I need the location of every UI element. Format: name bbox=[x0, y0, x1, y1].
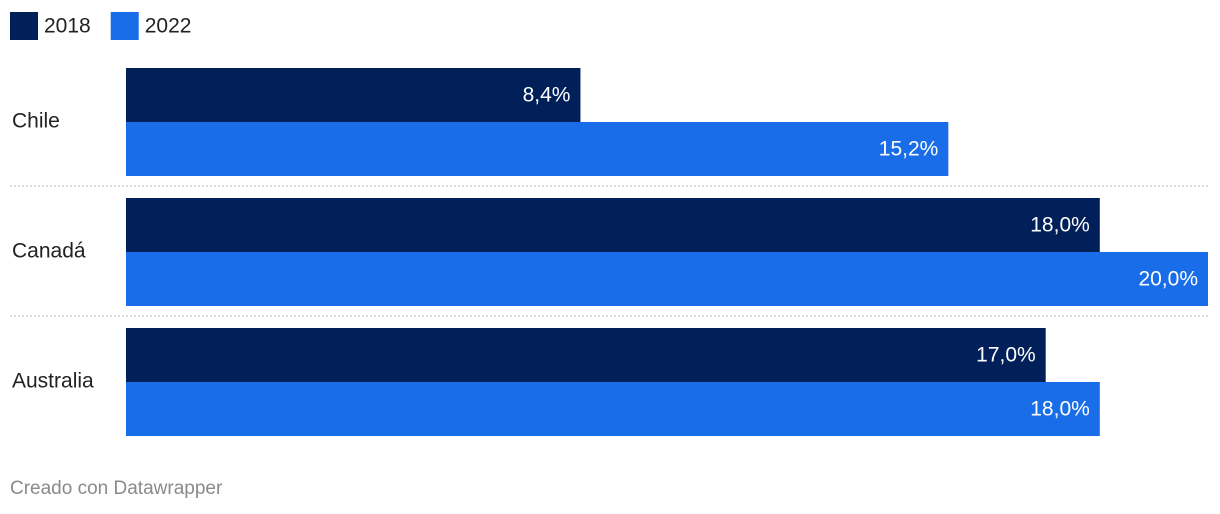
value-label: 8,4% bbox=[523, 84, 571, 107]
credit: Creado con Datawrapper bbox=[10, 478, 223, 499]
value-label: 18,0% bbox=[1030, 398, 1090, 421]
legend-label: 2018 bbox=[44, 15, 91, 38]
legend-swatch bbox=[10, 12, 38, 40]
value-label: 18,0% bbox=[1030, 214, 1090, 237]
bar bbox=[126, 328, 1046, 382]
bar bbox=[126, 198, 1100, 252]
bar bbox=[126, 122, 949, 176]
legend-swatch bbox=[110, 12, 139, 40]
bar bbox=[126, 68, 581, 122]
category-label: Canadá bbox=[12, 240, 86, 263]
bar bbox=[126, 382, 1100, 436]
legend-label: 2022 bbox=[145, 15, 192, 38]
category-label: Chile bbox=[12, 110, 60, 133]
bar bbox=[126, 252, 1208, 306]
value-label: 20,0% bbox=[1138, 268, 1198, 291]
category-label: Australia bbox=[12, 370, 94, 393]
value-label: 17,0% bbox=[976, 344, 1036, 367]
value-label: 15,2% bbox=[879, 138, 939, 161]
